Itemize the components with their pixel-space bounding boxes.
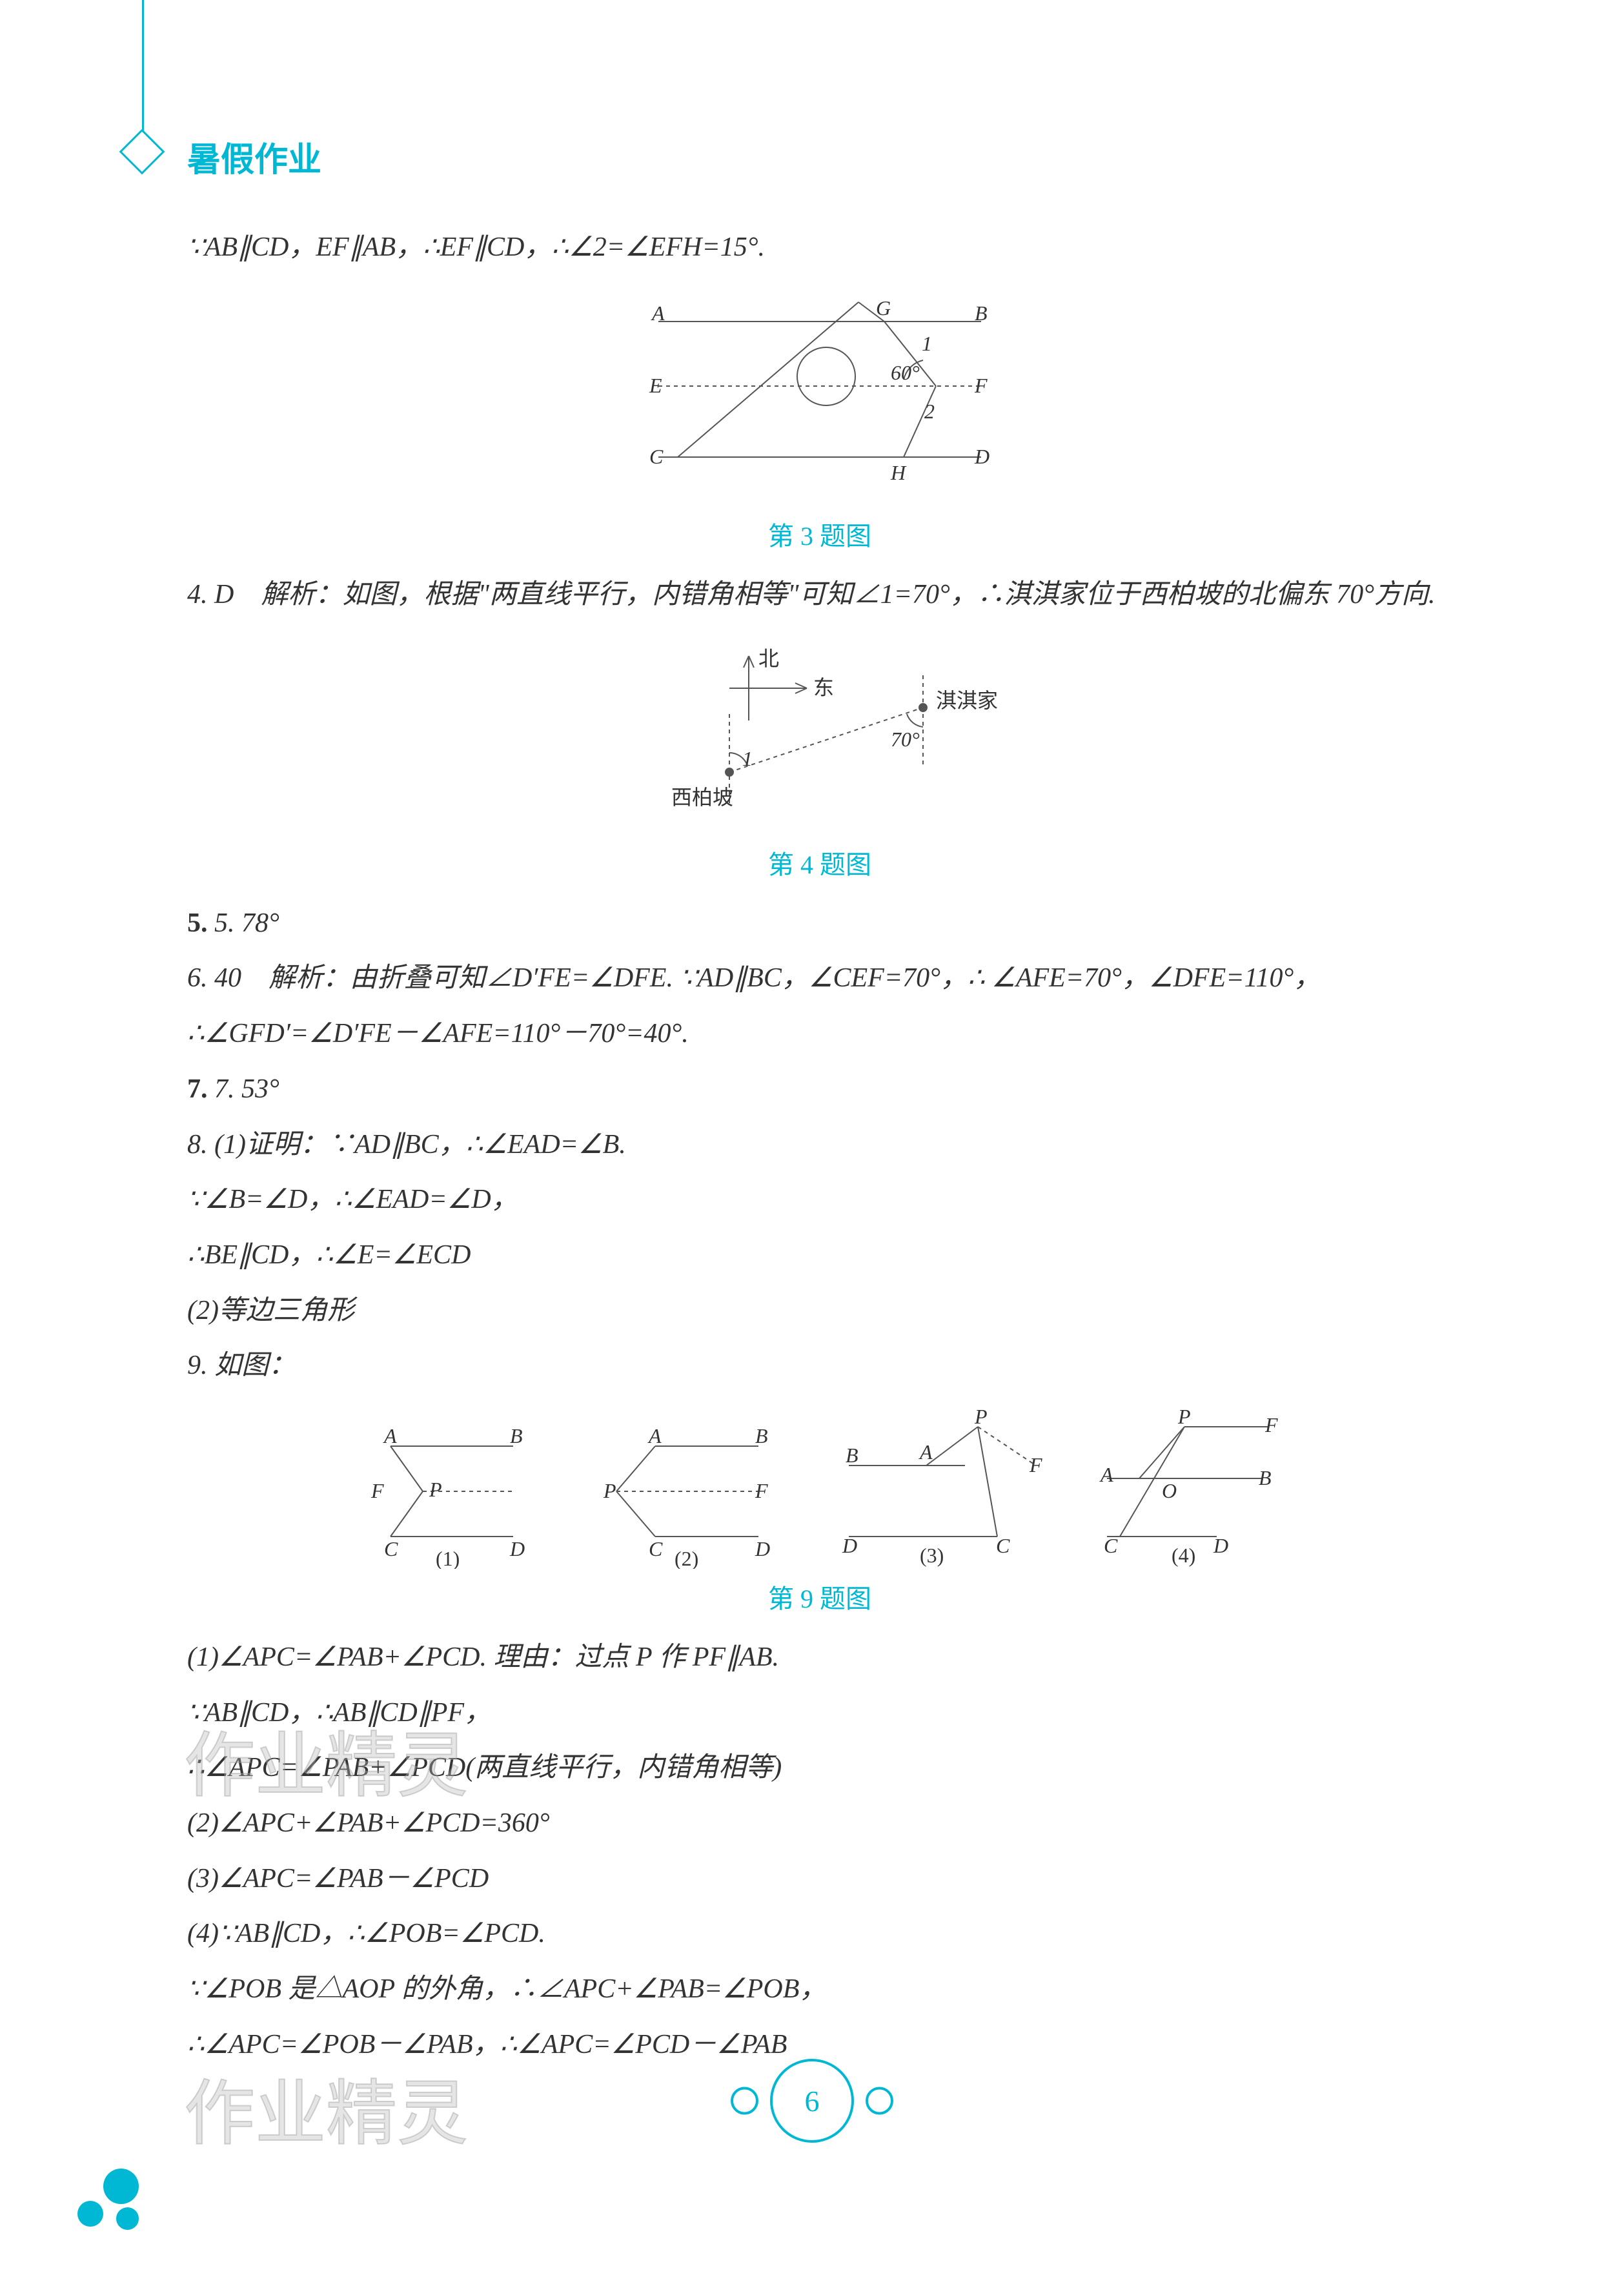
svg-text:B: B (510, 1424, 523, 1447)
fig9-1: A B F P C D (1) (352, 1420, 545, 1569)
solution-line-8d: (2)等边三角形 (187, 1286, 1452, 1336)
svg-text:C: C (1104, 1534, 1118, 1557)
fig9-4: P F A O B C D (4) (1088, 1407, 1288, 1569)
figure-4-caption: 第 4 题图 (187, 841, 1452, 889)
svg-text:F: F (1264, 1413, 1278, 1436)
ans5: 5. 78° (214, 908, 279, 938)
svg-text:B: B (755, 1424, 768, 1447)
svg-text:P: P (603, 1479, 616, 1502)
fig3-F: F (974, 374, 988, 397)
solution-line-9-3: (3)∠APC=∠PAB－∠PCD (187, 1854, 1452, 1905)
svg-text:D: D (755, 1537, 770, 1560)
solution-line-6b: ∴∠GFD′=∠D′FE－∠AFE=110°－70°=40°. (187, 1009, 1452, 1059)
svg-text:C: C (996, 1534, 1010, 1557)
svg-text:(2): (2) (675, 1547, 698, 1569)
svg-text:(3): (3) (920, 1544, 944, 1567)
figure-9: A B F P C D (1) A (187, 1407, 1452, 1623)
svg-text:(1): (1) (436, 1547, 460, 1569)
fig3-A: A (651, 301, 665, 325)
svg-text:B: B (1259, 1466, 1272, 1489)
fig3-E: E (649, 374, 662, 397)
header-diamond (119, 129, 165, 175)
fig3-B: B (975, 301, 988, 325)
figure-4-svg: 北 东 淇淇家 西柏坡 1 70° (613, 637, 1026, 817)
figure-4: 北 东 淇淇家 西柏坡 1 70° 第 4 题图 (187, 637, 1452, 889)
fig9-2: A B P F C D (2) (591, 1420, 784, 1569)
solution-line-9-2: (2)∠APC+∠PAB+∠PCD=360° (187, 1799, 1452, 1849)
fig3-a2: 2 (924, 400, 935, 423)
solution-line-8a: 8. (1)证明：∵AD∥BC，∴∠EAD=∠B. (187, 1120, 1452, 1170)
svg-text:C: C (384, 1537, 398, 1560)
fig3-C: C (649, 445, 664, 468)
svg-text:A: A (1099, 1463, 1113, 1486)
solution-line-9-4a: (4)∵AB∥CD，∴∠POB=∠PCD. (187, 1909, 1452, 1959)
figure-3: A G B E F C H D 60° 1 2 第 3 题图 (187, 289, 1452, 561)
fig4-70: 70° (891, 728, 920, 751)
fig4-a1: 1 (742, 747, 753, 770)
fig9-3: P B A F D C (3) (829, 1407, 1042, 1569)
svg-text:A: A (383, 1424, 397, 1447)
q5: 5. (187, 908, 208, 938)
solution-line-8c: ∴BE∥CD，∴∠E=∠ECD (187, 1231, 1452, 1281)
fig3-a1: 1 (922, 332, 932, 355)
page-title: 暑假作业 (187, 132, 321, 181)
solution-line-9: 9. 如图： (187, 1341, 1452, 1391)
svg-text:D: D (1213, 1534, 1228, 1557)
svg-text:F: F (755, 1479, 768, 1502)
ans7: 7. 53° (214, 1074, 279, 1104)
q7: 7. (187, 1074, 208, 1104)
fig4-east: 东 (813, 676, 834, 699)
svg-text:F: F (370, 1479, 384, 1502)
svg-text:D: D (842, 1534, 857, 1557)
content-body: ∵AB∥CD，EF∥AB，∴EF∥CD，∴∠2=∠EFH=15°. A G B … (187, 223, 1452, 2075)
svg-text:O: O (1162, 1479, 1177, 1502)
fig4-xibo: 西柏坡 (671, 786, 733, 809)
solution-line-9-1a: (1)∠APC=∠PAB+∠PCD. 理由：过点 P 作 PF∥AB. (187, 1633, 1452, 1683)
svg-text:C: C (649, 1537, 663, 1560)
fig3-D: D (974, 445, 990, 468)
svg-text:B: B (846, 1444, 858, 1467)
fig4-home: 淇淇家 (936, 689, 998, 712)
svg-text:P: P (974, 1407, 988, 1428)
svg-text:(4): (4) (1172, 1544, 1195, 1567)
solution-line-9-1b: ∵AB∥CD，∴AB∥CD∥PF， (187, 1688, 1452, 1739)
page-number: 6 (770, 2059, 854, 2143)
figure-9-caption: 第 9 题图 (187, 1575, 1452, 1623)
fig3-60: 60° (891, 361, 920, 384)
fig3-G: G (876, 296, 891, 320)
svg-text:P: P (1177, 1407, 1191, 1428)
figure-3-svg: A G B E F C H D 60° 1 2 (613, 289, 1026, 489)
svg-text:A: A (919, 1440, 933, 1464)
svg-text:P: P (429, 1478, 442, 1501)
solution-line-3: ∵AB∥CD，EF∥AB，∴EF∥CD，∴∠2=∠EFH=15°. (187, 223, 1452, 273)
svg-text:A: A (647, 1424, 662, 1447)
solution-line-6a: 6. 40 解析：由折叠可知∠D′FE=∠DFE. ∵AD∥BC，∠CEF=70… (187, 954, 1452, 1004)
figure-3-caption: 第 3 题图 (187, 513, 1452, 560)
svg-text:F: F (1029, 1453, 1042, 1476)
fig4-north: 北 (758, 647, 779, 670)
solution-line-8b: ∵∠B=∠D，∴∠EAD=∠D， (187, 1175, 1452, 1225)
fig3-H: H (890, 461, 907, 484)
solution-line-9-1c: ∴∠APC=∠PAB+∠PCD(两直线平行，内错角相等) (187, 1743, 1452, 1793)
solution-line-9-4b: ∵∠POB 是△AOP 的外角，∴∠APC+∠PAB=∠POB， (187, 1965, 1452, 2015)
solution-line-4: 4. D 解析：如图，根据"两直线平行，内错角相等"可知∠1=70°，∴淇淇家位… (187, 570, 1452, 620)
svg-text:D: D (509, 1537, 525, 1560)
